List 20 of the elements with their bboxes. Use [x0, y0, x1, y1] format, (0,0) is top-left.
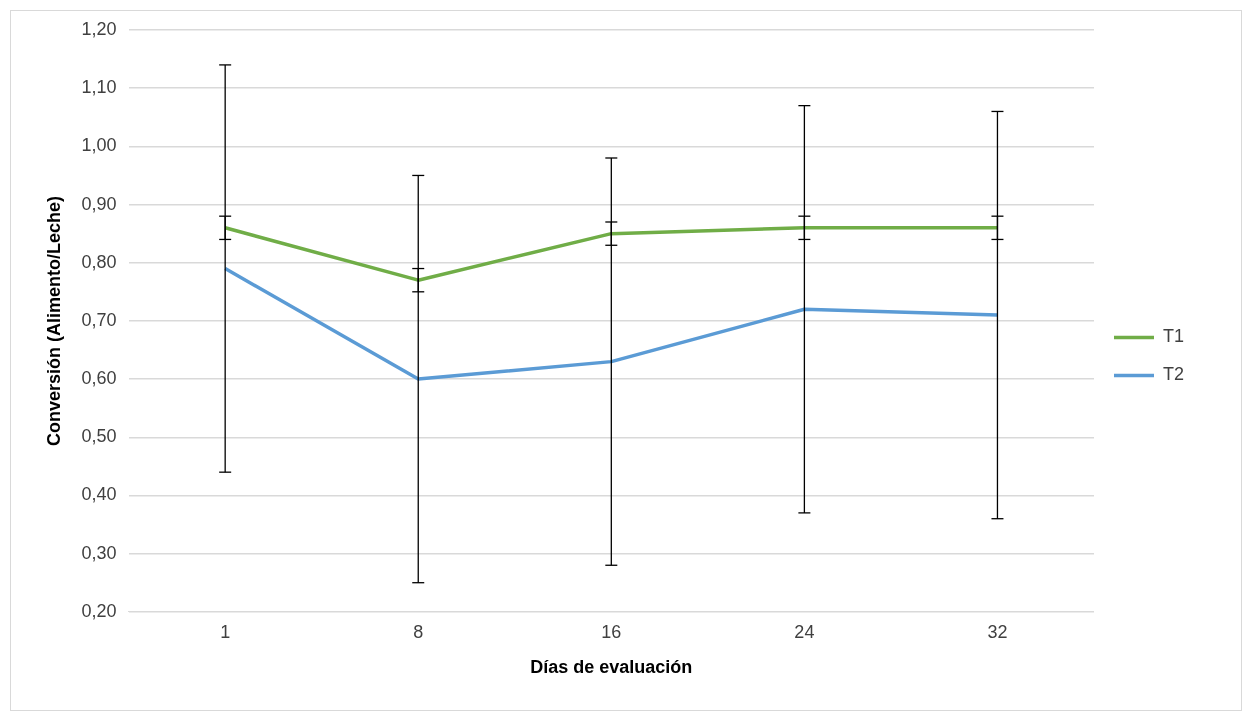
x-tick-label: 32: [987, 621, 1008, 642]
x-tick-label: 16: [601, 621, 622, 642]
y-tick-label: 0,40: [81, 484, 117, 505]
legend-label: T2: [1162, 364, 1185, 385]
y-tick-label: 1,10: [81, 77, 117, 98]
y-tick-label: 0,30: [81, 542, 117, 563]
y-tick-label: 1,20: [81, 18, 117, 39]
x-tick-label: 1: [220, 621, 231, 642]
x-axis-title: Días de evaluación: [530, 657, 693, 678]
y-tick-label: 0,50: [81, 426, 117, 447]
x-tick-label: 24: [794, 621, 815, 642]
y-tick-label: 0,70: [81, 309, 117, 330]
x-tick-label: 8: [413, 621, 424, 642]
y-tick-label: 0,60: [81, 368, 117, 389]
y-tick-label: 0,20: [81, 600, 117, 621]
y-axis-title: Conversión (Alimento/Leche): [43, 195, 64, 446]
legend-label: T1: [1162, 326, 1185, 347]
y-tick-label: 0,80: [81, 251, 117, 272]
y-tick-label: 0,90: [81, 193, 117, 214]
y-tick-label: 1,00: [81, 135, 117, 156]
